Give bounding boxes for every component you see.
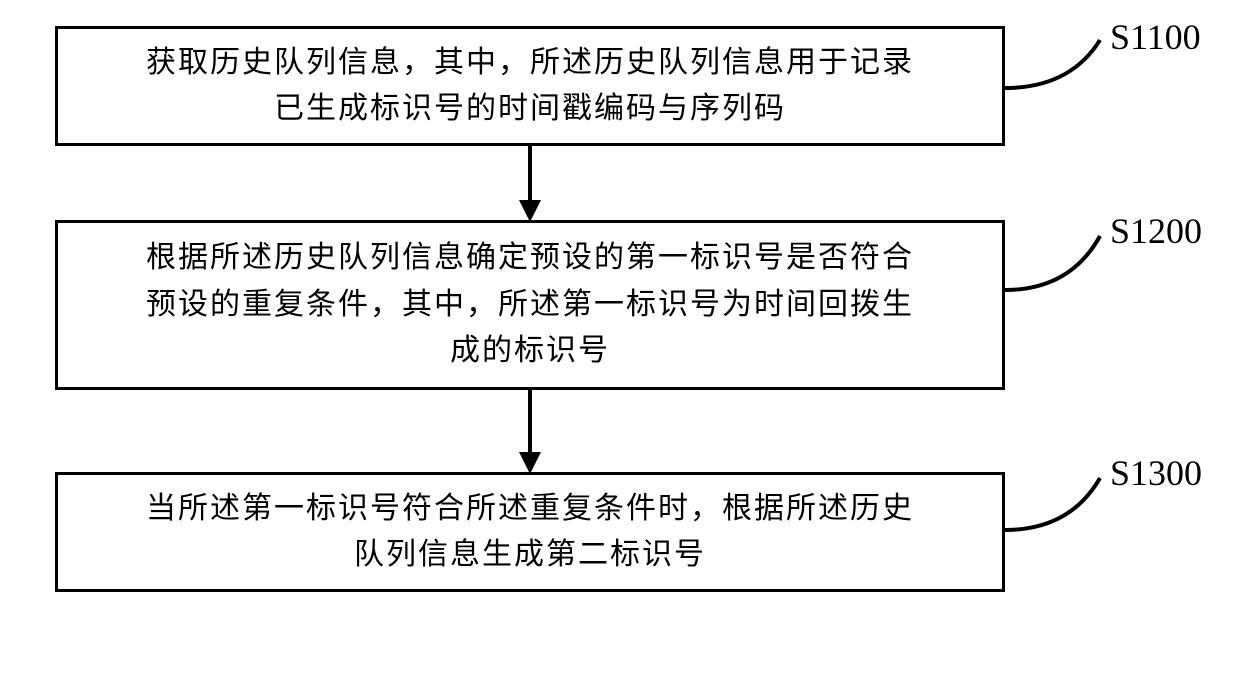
callout-s1300 <box>0 0 1240 677</box>
flowchart-canvas: 获取历史队列信息，其中，所述历史队列信息用于记录 已生成标识号的时间戳编码与序列… <box>0 0 1240 677</box>
step-label-s1300: S1300 <box>1110 452 1202 494</box>
